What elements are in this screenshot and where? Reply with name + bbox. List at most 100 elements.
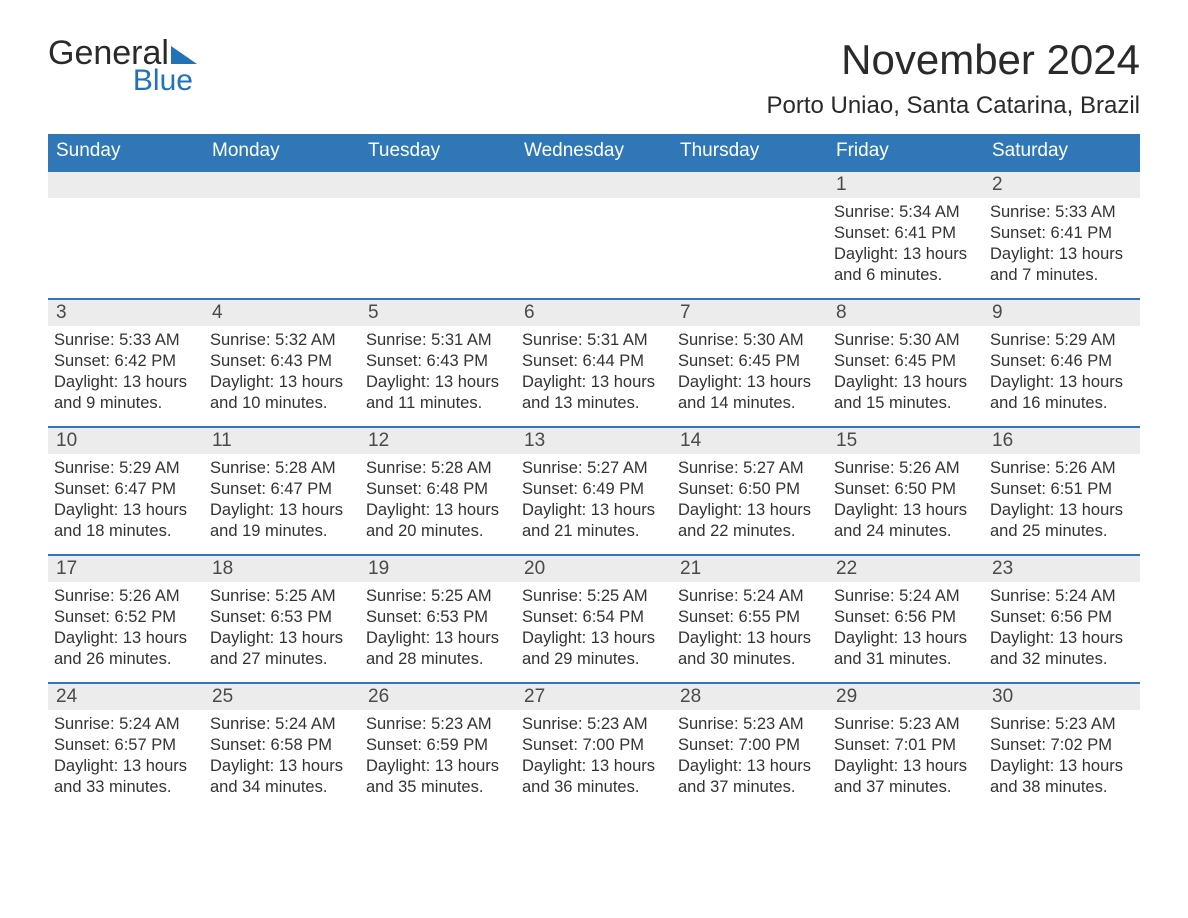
- day-number: 10: [48, 428, 204, 454]
- day-details: Sunrise: 5:28 AMSunset: 6:47 PMDaylight:…: [210, 454, 354, 542]
- day-details: Sunrise: 5:31 AMSunset: 6:44 PMDaylight:…: [522, 326, 666, 414]
- day-cell: Sunrise: 5:24 AMSunset: 6:57 PMDaylight:…: [48, 710, 204, 808]
- day-cell: Sunrise: 5:25 AMSunset: 6:53 PMDaylight:…: [204, 582, 360, 680]
- day-details: Sunrise: 5:23 AMSunset: 7:00 PMDaylight:…: [678, 710, 822, 798]
- weekday-header: Wednesday: [516, 134, 672, 170]
- day-number: 18: [204, 556, 360, 582]
- day-number: 8: [828, 300, 984, 326]
- day-number: 19: [360, 556, 516, 582]
- day-cell: Sunrise: 5:29 AMSunset: 6:46 PMDaylight:…: [984, 326, 1140, 424]
- day-number: 16: [984, 428, 1140, 454]
- day-number: 27: [516, 684, 672, 710]
- day-number: 23: [984, 556, 1140, 582]
- day-number: 11: [204, 428, 360, 454]
- day-cell: Sunrise: 5:30 AMSunset: 6:45 PMDaylight:…: [828, 326, 984, 424]
- header: General Blue November 2024 Porto Uniao, …: [48, 36, 1140, 120]
- weekday-header: Saturday: [984, 134, 1140, 170]
- day-cell: Sunrise: 5:26 AMSunset: 6:51 PMDaylight:…: [984, 454, 1140, 552]
- day-details: Sunrise: 5:25 AMSunset: 6:53 PMDaylight:…: [366, 582, 510, 670]
- day-cell: Sunrise: 5:24 AMSunset: 6:58 PMDaylight:…: [204, 710, 360, 808]
- week-row: 10111213141516Sunrise: 5:29 AMSunset: 6:…: [48, 426, 1140, 554]
- details-row: Sunrise: 5:24 AMSunset: 6:57 PMDaylight:…: [48, 710, 1140, 808]
- day-number: 7: [672, 300, 828, 326]
- day-cell: Sunrise: 5:29 AMSunset: 6:47 PMDaylight:…: [48, 454, 204, 552]
- day-cell: Sunrise: 5:31 AMSunset: 6:43 PMDaylight:…: [360, 326, 516, 424]
- details-row: Sunrise: 5:29 AMSunset: 6:47 PMDaylight:…: [48, 454, 1140, 552]
- day-cell: Sunrise: 5:23 AMSunset: 6:59 PMDaylight:…: [360, 710, 516, 808]
- day-number: 14: [672, 428, 828, 454]
- location-subtitle: Porto Uniao, Santa Catarina, Brazil: [766, 92, 1140, 120]
- daynum-strip: 3456789: [48, 300, 1140, 326]
- logo: General Blue: [48, 36, 197, 96]
- day-cell: [672, 198, 828, 296]
- daynum-strip: 10111213141516: [48, 428, 1140, 454]
- day-cell: Sunrise: 5:34 AMSunset: 6:41 PMDaylight:…: [828, 198, 984, 296]
- day-number: 28: [672, 684, 828, 710]
- day-cell: Sunrise: 5:27 AMSunset: 6:49 PMDaylight:…: [516, 454, 672, 552]
- day-number: 6: [516, 300, 672, 326]
- day-number: 13: [516, 428, 672, 454]
- day-number: [204, 172, 360, 198]
- day-details: Sunrise: 5:32 AMSunset: 6:43 PMDaylight:…: [210, 326, 354, 414]
- day-cell: Sunrise: 5:33 AMSunset: 6:42 PMDaylight:…: [48, 326, 204, 424]
- day-number: 9: [984, 300, 1140, 326]
- logo-triangle-icon: [171, 46, 197, 64]
- day-cell: [48, 198, 204, 296]
- day-cell: Sunrise: 5:23 AMSunset: 7:02 PMDaylight:…: [984, 710, 1140, 808]
- day-number: 25: [204, 684, 360, 710]
- details-row: Sunrise: 5:34 AMSunset: 6:41 PMDaylight:…: [48, 198, 1140, 296]
- day-cell: Sunrise: 5:26 AMSunset: 6:52 PMDaylight:…: [48, 582, 204, 680]
- day-cell: [516, 198, 672, 296]
- weekday-header: Monday: [204, 134, 360, 170]
- day-cell: Sunrise: 5:23 AMSunset: 7:00 PMDaylight:…: [516, 710, 672, 808]
- day-details: Sunrise: 5:34 AMSunset: 6:41 PMDaylight:…: [834, 198, 978, 286]
- calendar: SundayMondayTuesdayWednesdayThursdayFrid…: [48, 134, 1140, 810]
- logo-word2: Blue: [48, 66, 197, 96]
- week-row: 24252627282930Sunrise: 5:24 AMSunset: 6:…: [48, 682, 1140, 810]
- day-details: Sunrise: 5:26 AMSunset: 6:50 PMDaylight:…: [834, 454, 978, 542]
- day-details: Sunrise: 5:31 AMSunset: 6:43 PMDaylight:…: [366, 326, 510, 414]
- day-details: Sunrise: 5:27 AMSunset: 6:49 PMDaylight:…: [522, 454, 666, 542]
- day-number: 15: [828, 428, 984, 454]
- day-details: Sunrise: 5:33 AMSunset: 6:42 PMDaylight:…: [54, 326, 198, 414]
- day-cell: Sunrise: 5:25 AMSunset: 6:53 PMDaylight:…: [360, 582, 516, 680]
- week-row: 12Sunrise: 5:34 AMSunset: 6:41 PMDayligh…: [48, 170, 1140, 298]
- day-details: Sunrise: 5:23 AMSunset: 7:00 PMDaylight:…: [522, 710, 666, 798]
- day-cell: Sunrise: 5:31 AMSunset: 6:44 PMDaylight:…: [516, 326, 672, 424]
- day-cell: Sunrise: 5:25 AMSunset: 6:54 PMDaylight:…: [516, 582, 672, 680]
- day-number: 4: [204, 300, 360, 326]
- day-cell: Sunrise: 5:24 AMSunset: 6:56 PMDaylight:…: [828, 582, 984, 680]
- week-row: 17181920212223Sunrise: 5:26 AMSunset: 6:…: [48, 554, 1140, 682]
- day-number: 22: [828, 556, 984, 582]
- calendar-body: 12Sunrise: 5:34 AMSunset: 6:41 PMDayligh…: [48, 170, 1140, 810]
- day-number: 26: [360, 684, 516, 710]
- day-cell: Sunrise: 5:28 AMSunset: 6:48 PMDaylight:…: [360, 454, 516, 552]
- day-cell: [360, 198, 516, 296]
- day-details: Sunrise: 5:24 AMSunset: 6:57 PMDaylight:…: [54, 710, 198, 798]
- details-row: Sunrise: 5:33 AMSunset: 6:42 PMDaylight:…: [48, 326, 1140, 424]
- day-details: Sunrise: 5:24 AMSunset: 6:58 PMDaylight:…: [210, 710, 354, 798]
- day-cell: Sunrise: 5:24 AMSunset: 6:56 PMDaylight:…: [984, 582, 1140, 680]
- day-cell: Sunrise: 5:23 AMSunset: 7:00 PMDaylight:…: [672, 710, 828, 808]
- daynum-strip: 12: [48, 172, 1140, 198]
- day-cell: Sunrise: 5:23 AMSunset: 7:01 PMDaylight:…: [828, 710, 984, 808]
- day-cell: Sunrise: 5:24 AMSunset: 6:55 PMDaylight:…: [672, 582, 828, 680]
- day-number: [360, 172, 516, 198]
- day-number: 21: [672, 556, 828, 582]
- day-details: Sunrise: 5:30 AMSunset: 6:45 PMDaylight:…: [678, 326, 822, 414]
- daynum-strip: 17181920212223: [48, 556, 1140, 582]
- weekday-header: Friday: [828, 134, 984, 170]
- day-number: 17: [48, 556, 204, 582]
- day-details: Sunrise: 5:33 AMSunset: 6:41 PMDaylight:…: [990, 198, 1134, 286]
- day-number: 2: [984, 172, 1140, 198]
- day-cell: Sunrise: 5:28 AMSunset: 6:47 PMDaylight:…: [204, 454, 360, 552]
- day-details: Sunrise: 5:23 AMSunset: 7:01 PMDaylight:…: [834, 710, 978, 798]
- day-details: Sunrise: 5:29 AMSunset: 6:47 PMDaylight:…: [54, 454, 198, 542]
- day-details: Sunrise: 5:23 AMSunset: 7:02 PMDaylight:…: [990, 710, 1134, 798]
- day-details: Sunrise: 5:24 AMSunset: 6:56 PMDaylight:…: [990, 582, 1134, 670]
- day-number: [48, 172, 204, 198]
- day-details: Sunrise: 5:30 AMSunset: 6:45 PMDaylight:…: [834, 326, 978, 414]
- week-row: 3456789Sunrise: 5:33 AMSunset: 6:42 PMDa…: [48, 298, 1140, 426]
- daynum-strip: 24252627282930: [48, 684, 1140, 710]
- day-details: Sunrise: 5:26 AMSunset: 6:52 PMDaylight:…: [54, 582, 198, 670]
